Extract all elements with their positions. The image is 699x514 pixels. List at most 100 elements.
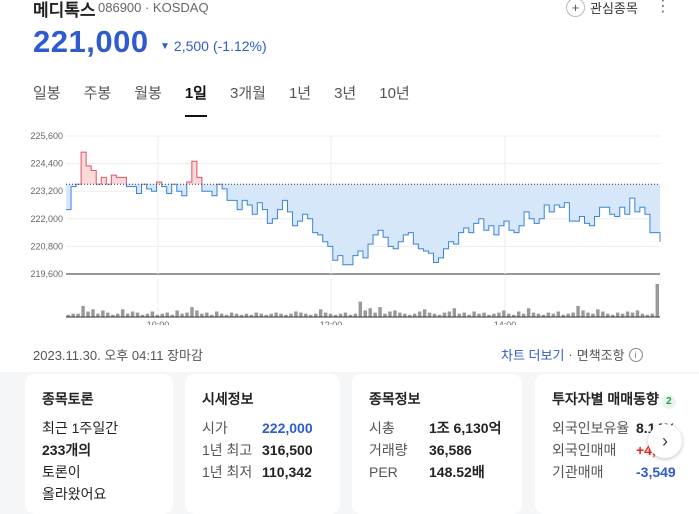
disclaimer-link[interactable]: 면책조항 bbox=[576, 348, 625, 363]
volume-bar bbox=[66, 314, 70, 317]
area-below-prev-close bbox=[66, 184, 660, 265]
volume-bar bbox=[155, 314, 160, 317]
volume-bar bbox=[620, 313, 625, 317]
volume-bar bbox=[180, 313, 184, 317]
volume-bar bbox=[111, 314, 115, 317]
stock-info-card[interactable]: 종목정보 시총 1조 6,130억 거래량 36,586 PER 148.52배 bbox=[352, 374, 522, 514]
volume-bar bbox=[304, 313, 308, 317]
tab-2[interactable]: 월봉 bbox=[134, 85, 162, 102]
volume-bar bbox=[333, 314, 338, 317]
volume-bar bbox=[388, 311, 392, 317]
trade-volume: 36,586 bbox=[429, 442, 472, 458]
volume-bar bbox=[215, 311, 219, 317]
price-line-down bbox=[66, 184, 661, 266]
volume-bar bbox=[497, 312, 501, 317]
volume-bar bbox=[442, 312, 447, 317]
volume-bar bbox=[318, 309, 323, 317]
tab-3[interactable]: 1일 bbox=[184, 82, 208, 117]
discussion-title: 종목토론 bbox=[42, 391, 94, 407]
volume-bar bbox=[427, 312, 432, 317]
volume-bar bbox=[516, 311, 521, 317]
info-icon[interactable]: i bbox=[628, 347, 643, 362]
volume-bar bbox=[586, 312, 590, 317]
tab-7[interactable]: 10년 bbox=[379, 85, 410, 102]
info-row-per: PER 148.52배 bbox=[369, 461, 501, 483]
volume-bar bbox=[457, 313, 461, 317]
volume-bar bbox=[611, 314, 615, 317]
volume-bar bbox=[467, 314, 471, 317]
volume-bar bbox=[76, 313, 80, 317]
stock-code-market: 086900 · KOSDAQ bbox=[98, 0, 209, 15]
y-tick-label: 224,400 bbox=[30, 159, 63, 169]
volume-bar bbox=[244, 313, 249, 317]
per-value: 148.52배 bbox=[429, 464, 485, 480]
volume-bar bbox=[160, 313, 164, 317]
info-row-volume: 거래량 36,586 bbox=[369, 439, 501, 461]
chart-more-link[interactable]: 차트 더보기 bbox=[501, 348, 565, 363]
volume-bar bbox=[437, 314, 442, 317]
volume-bar bbox=[422, 309, 427, 317]
volume-bar bbox=[492, 313, 496, 317]
tab-6[interactable]: 3년 bbox=[334, 85, 357, 102]
market-info-body: 시가 222,000 1년 최고 316,500 1년 최저 110,342 bbox=[202, 417, 313, 483]
tab-1[interactable]: 주봉 bbox=[83, 85, 112, 102]
volume-bar bbox=[403, 313, 407, 317]
market-timestamp: 2023.11.30. 오후 04:11 장마감 bbox=[33, 348, 203, 363]
volume-bar bbox=[299, 312, 303, 317]
price-chart[interactable]: 225,600 224,400 223,200 222,000 220,800 219,6… bbox=[0, 125, 699, 325]
investor-title: 투자자별 매매동향 2 bbox=[552, 389, 676, 409]
volume-bar bbox=[145, 313, 150, 317]
volume-bar bbox=[338, 313, 343, 317]
volume-bar bbox=[269, 313, 273, 317]
volume-bar bbox=[398, 312, 402, 317]
volume-bar bbox=[462, 312, 466, 317]
tab-4[interactable]: 3개월 bbox=[229, 85, 266, 102]
volume-bar bbox=[234, 313, 239, 317]
volume-bar bbox=[224, 314, 229, 317]
volume-bar bbox=[561, 314, 565, 317]
volume-bar bbox=[487, 314, 491, 317]
volume-bar bbox=[91, 309, 95, 317]
change-amount: 2,500 bbox=[173, 38, 209, 54]
volume-bar bbox=[502, 310, 506, 317]
market-info-card[interactable]: 시세정보 시가 222,000 1년 최고 316,500 1년 최저 110,342 bbox=[185, 374, 340, 514]
volume-bar bbox=[546, 312, 551, 317]
volume-bar bbox=[635, 310, 640, 317]
volume-bar bbox=[314, 313, 318, 317]
more-options-icon[interactable]: ⋮ bbox=[655, 0, 671, 15]
volume-bar bbox=[259, 313, 263, 317]
investor-badge: 2 bbox=[661, 395, 676, 409]
stock-panel: 메디톡스 086900 · KOSDAQ + 관심종목 ⋮ 221,000 ▼ … bbox=[0, 0, 699, 364]
discussion-card[interactable]: 종목토론 최근 1주일간 233개의 토론이 올라왔어요 bbox=[25, 374, 173, 514]
plus-icon: + bbox=[566, 0, 585, 17]
volume-bar bbox=[630, 312, 635, 317]
volume-bar bbox=[328, 313, 333, 317]
down-arrow-icon: ▼ bbox=[160, 40, 170, 52]
volume-bar bbox=[135, 312, 140, 317]
discussion-body: 최근 1주일간 233개의 토론이 올라왔어요 bbox=[42, 417, 118, 505]
stock-name[interactable]: 메디톡스 bbox=[33, 1, 96, 20]
volume-bar bbox=[150, 311, 155, 317]
area-above-prev-close bbox=[81, 152, 202, 185]
volume-bar bbox=[512, 314, 516, 317]
volume-bar bbox=[274, 312, 278, 317]
volume-bar bbox=[219, 313, 224, 317]
tab-0[interactable]: 일봉 bbox=[33, 85, 61, 102]
favorite-button[interactable]: + 관심종목 bbox=[566, 0, 638, 17]
chart-links: 차트 더보기 · 면책조항 i bbox=[501, 345, 643, 364]
market-cap: 1조 6,130억 bbox=[429, 420, 502, 436]
volume-bar bbox=[86, 311, 90, 317]
discussion-line: 233개의 bbox=[42, 442, 92, 458]
volume-bar bbox=[625, 311, 630, 317]
next-card-button[interactable]: › bbox=[648, 424, 682, 458]
volume-bar bbox=[125, 313, 130, 317]
volume-bar bbox=[358, 301, 362, 317]
volume-bar bbox=[289, 313, 293, 317]
change-percent: (-1.12%) bbox=[212, 38, 267, 54]
market-row-low: 1년 최저 110,342 bbox=[202, 461, 313, 483]
y-tick-label: 223,200 bbox=[30, 186, 63, 196]
y-tick-label: 220,800 bbox=[30, 241, 63, 251]
tab-5[interactable]: 1년 bbox=[288, 85, 312, 102]
volume-bar bbox=[541, 314, 546, 317]
volume-bar bbox=[526, 308, 531, 317]
